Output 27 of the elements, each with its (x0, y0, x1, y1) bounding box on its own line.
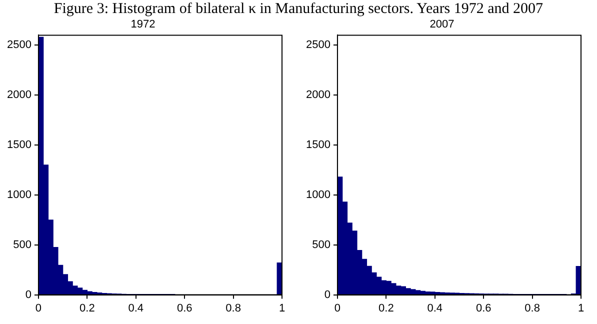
x-tick-label: 0.4 (128, 302, 144, 314)
x-tick-label: 1 (278, 302, 286, 314)
y-tick-label: 2000 (6, 89, 32, 102)
x-tick-label: 0.8 (524, 302, 540, 314)
x-tick-label: 0 (35, 302, 42, 314)
y-tick-label: 500 (13, 238, 32, 251)
y-tick-label: 0 (324, 288, 330, 301)
x-tick-label: 0.2 (378, 302, 394, 314)
y-tick-label: 2500 (6, 39, 32, 52)
chart-title: 1972 (130, 18, 156, 31)
y-tick-label: 1500 (306, 139, 330, 152)
y-tick-label: 1500 (6, 139, 32, 152)
y-tick-label: 2000 (306, 89, 330, 102)
y-tick-label: 2500 (306, 39, 330, 52)
y-tick-label: 1000 (6, 188, 32, 201)
x-tick-label: 1 (578, 302, 584, 314)
chart-title: 2007 (430, 18, 454, 31)
x-tick-label: 0.4 (427, 302, 443, 314)
x-tick-label: 0 (334, 302, 341, 314)
x-tick-label: 0.6 (176, 302, 192, 314)
x-tick-label: 0.8 (226, 302, 241, 314)
caption: Figure 3: Histogram of bilateral κ in Manufacturing sectors. Years 1972 and 2007 (52, 0, 544, 18)
y-tick-label: 0 (25, 288, 32, 301)
x-tick-label: 0.6 (476, 302, 492, 314)
x-tick-label: 0.2 (80, 302, 95, 314)
y-tick-label: 500 (312, 238, 330, 251)
y-tick-label: 1000 (306, 188, 330, 201)
